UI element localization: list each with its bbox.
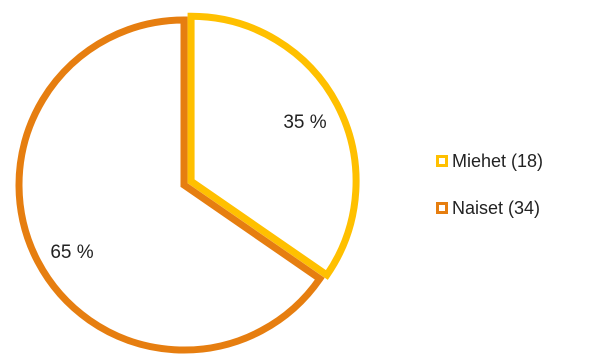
pie-slice-miehet (187, 12, 360, 280)
legend-swatch-miehet (436, 155, 448, 167)
slice-label-naiset: 65 % (50, 242, 93, 263)
legend-item-naiset: Naiset (34) (436, 197, 543, 219)
legend-item-miehet: Miehet (18) (436, 150, 543, 172)
legend: Miehet (18) Naiset (34) (436, 150, 543, 244)
legend-label-miehet: Miehet (18) (452, 150, 544, 171)
pie-slice-naiset (15, 16, 325, 354)
legend-swatch-naiset (436, 202, 448, 214)
slice-label-miehet: 35 % (283, 112, 326, 133)
legend-label-naiset: Naiset (34) (452, 197, 541, 218)
